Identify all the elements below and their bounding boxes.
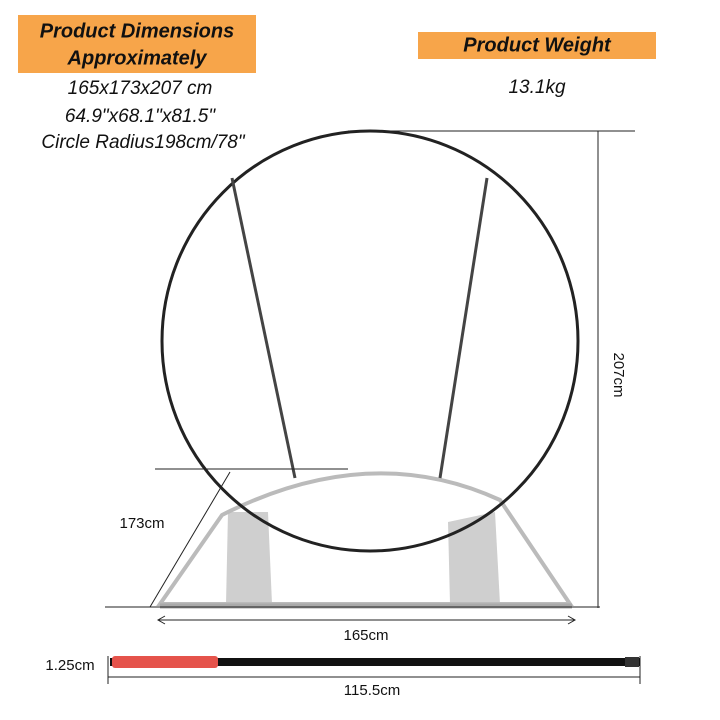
dimensions-heading: Product Dimensions [40, 20, 234, 42]
depth-label: 173cm [119, 515, 164, 532]
rod-grip [112, 656, 218, 668]
rod [110, 656, 640, 668]
hoop [160, 129, 580, 553]
rod-shaft [110, 658, 640, 666]
rod-tip [625, 657, 639, 667]
rod-diameter-label: 1.25cm [45, 657, 94, 674]
base-panel [226, 512, 272, 604]
dimensions-heading: Approximately [67, 47, 208, 69]
weight-heading-box [418, 32, 656, 59]
dimensions-line: 64.9"x68.1"x81.5" [65, 106, 216, 127]
stand-drawing [156, 129, 580, 609]
height-label: 207cm [610, 352, 627, 397]
rod-length-label: 115.5cm [344, 682, 400, 699]
dimensions-line: 165x173x207 cm [68, 78, 213, 99]
dimensions-heading-box [18, 15, 256, 73]
weight-value: 13.1kg [508, 77, 565, 98]
support-rod [230, 177, 297, 479]
dimension-line [149, 471, 231, 608]
support-rod [438, 177, 489, 479]
weight-heading: Product Weight [463, 34, 612, 56]
dimension-line [156, 615, 577, 625]
width-label: 165cm [343, 627, 388, 644]
base-panel [448, 512, 500, 604]
dimension-lines [105, 130, 641, 684]
dimensions-line: Circle Radius198cm/78" [41, 132, 245, 153]
base-frame [156, 471, 574, 606]
